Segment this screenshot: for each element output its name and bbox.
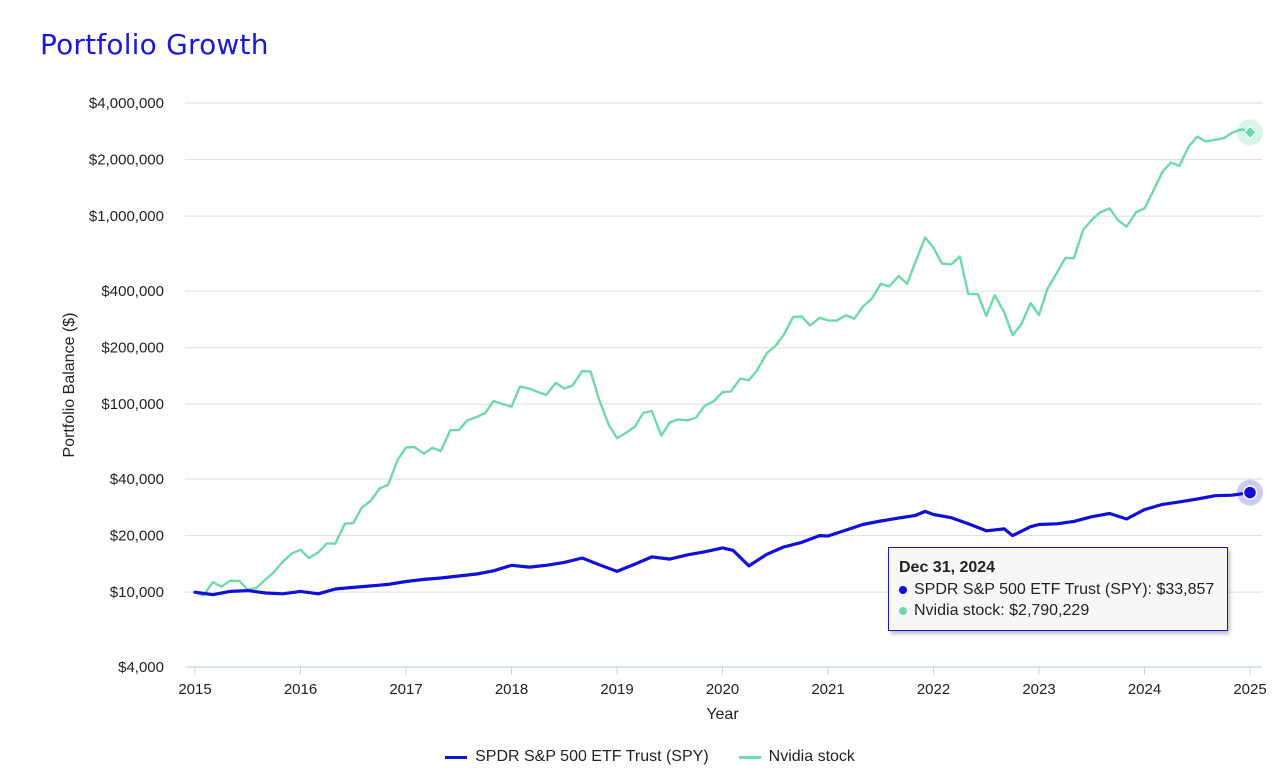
legend-swatch-nvidia xyxy=(738,755,761,759)
series-lines[interactable] xyxy=(193,128,1252,597)
series-line-spdr-s-p-500-etf-trust-spy[interactable] xyxy=(193,491,1252,597)
tooltip-text-nvidia: Nvidia stock: $2,790,229 xyxy=(914,602,1090,619)
x-tick-label: 2017 xyxy=(389,681,422,698)
portfolio-growth-chart: $4,000 $10,000 $20,000 $40,000 $100,000 $200,… xyxy=(61,95,1267,723)
tooltip-dot-nvidia xyxy=(899,606,907,615)
hover-markers xyxy=(1237,119,1263,506)
legend-item-spy[interactable]: SPDR S&P 500 ETF Trust (SPY) xyxy=(445,748,709,766)
x-tick-label: 2021 xyxy=(811,681,844,698)
x-tick-label: 2015 xyxy=(178,681,211,698)
x-tick-label: 2024 xyxy=(1128,681,1161,698)
y-tick-label: $20,000 xyxy=(110,528,164,545)
page-title: Portfolio Growth xyxy=(40,28,269,61)
legend-swatch-spy xyxy=(445,755,468,759)
tooltip-dot-spy xyxy=(899,585,907,594)
y-tick-label: $200,000 xyxy=(101,340,164,357)
x-tick-label: 2023 xyxy=(1022,681,1055,698)
nvidia-hover-point xyxy=(1243,125,1257,140)
y-tick-label: $2,000,000 xyxy=(89,152,164,169)
y-axis-label: Portfolio Balance ($) xyxy=(61,313,78,458)
x-tick-label: 2019 xyxy=(600,681,633,698)
series-line-nvidia-stock[interactable] xyxy=(193,128,1252,597)
legend-item-nvidia[interactable]: Nvidia stock xyxy=(738,748,855,766)
tooltip-text-spy: SPDR S&P 500 ETF Trust (SPY): $33,857 xyxy=(914,581,1215,598)
hover-tooltip: Dec 31, 2024 SPDR S&P 500 ETF Trust (SPY… xyxy=(888,547,1228,631)
x-tick-label: 2022 xyxy=(917,681,950,698)
y-tick-label: $4,000,000 xyxy=(89,95,164,112)
tooltip-date: Dec 31, 2024 xyxy=(899,559,996,576)
grid-lines xyxy=(185,102,1262,593)
chart-legend: SPDR S&P 500 ETF Trust (SPY) Nvidia stoc… xyxy=(0,748,1280,766)
tooltip-row-spy: SPDR S&P 500 ETF Trust (SPY): $33,857 xyxy=(899,579,1217,600)
x-tick-label: 2025 xyxy=(1233,681,1266,698)
y-axis-ticks: $4,000 $10,000 $20,000 $40,000 $100,000 $200,… xyxy=(89,95,164,676)
tooltip-row-nvidia: Nvidia stock: $2,790,229 xyxy=(899,600,1217,621)
x-axis-label: Year xyxy=(706,706,739,723)
legend-label-spy: SPDR S&P 500 ETF Trust (SPY) xyxy=(475,748,709,765)
y-tick-label: $40,000 xyxy=(110,471,164,488)
y-tick-label: $400,000 xyxy=(101,283,164,300)
y-tick-label: $10,000 xyxy=(110,584,164,601)
spy-hover-point xyxy=(1242,485,1258,500)
x-tick-label: 2020 xyxy=(706,681,739,698)
y-tick-label: $4,000 xyxy=(118,659,164,676)
y-tick-label: $100,000 xyxy=(101,396,164,413)
x-axis-ticks: 2015 2016 2017 2018 2019 2020 2021 2022 2023 2024… xyxy=(178,667,1267,698)
y-tick-label: $1,000,000 xyxy=(89,208,164,225)
x-tick-label: 2018 xyxy=(495,681,528,698)
legend-label-nvidia: Nvidia stock xyxy=(768,748,855,765)
x-tick-label: 2016 xyxy=(284,681,317,698)
